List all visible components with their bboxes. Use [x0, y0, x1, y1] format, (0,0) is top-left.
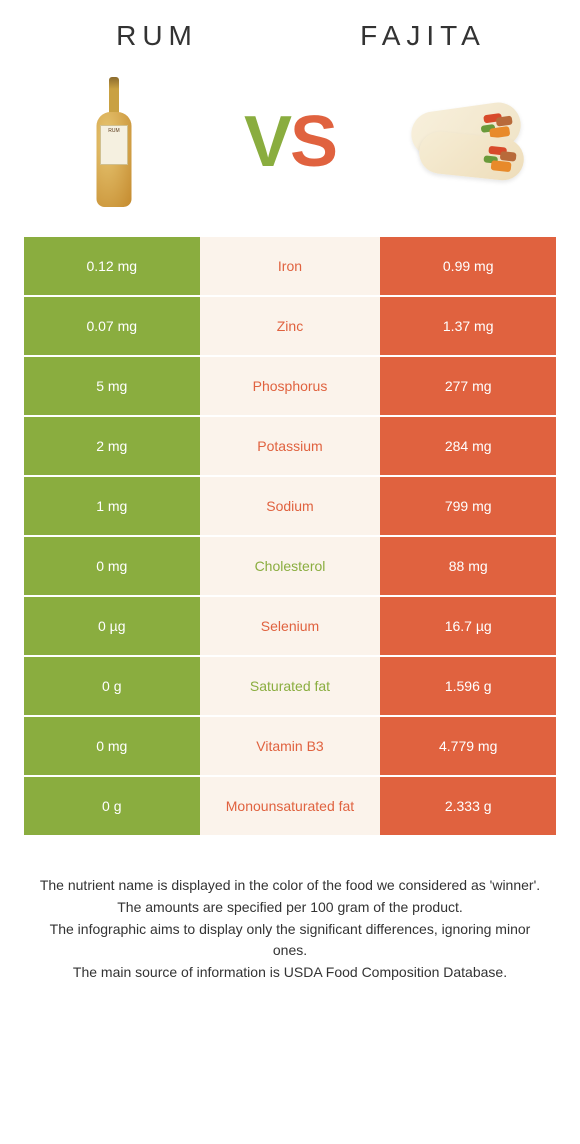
- table-row: 0 gSaturated fat1.596 g: [24, 657, 556, 715]
- left-value: 0.07 mg: [24, 297, 200, 355]
- right-food-image: [396, 72, 536, 212]
- left-value: 2 mg: [24, 417, 200, 475]
- right-value: 0.99 mg: [380, 237, 556, 295]
- right-value: 4.779 mg: [380, 717, 556, 775]
- table-row: 0 mgVitamin B34.779 mg: [24, 717, 556, 775]
- nutrient-name: Saturated fat: [200, 657, 381, 715]
- left-value: 0.12 mg: [24, 237, 200, 295]
- nutrient-name: Phosphorus: [200, 357, 381, 415]
- right-value: 277 mg: [380, 357, 556, 415]
- table-row: 0.12 mgIron0.99 mg: [24, 237, 556, 295]
- nutrient-name: Zinc: [200, 297, 381, 355]
- left-value: 5 mg: [24, 357, 200, 415]
- left-value: 1 mg: [24, 477, 200, 535]
- left-food-image: RUM: [44, 72, 184, 212]
- nutrient-name: Sodium: [200, 477, 381, 535]
- fajita-icon: [401, 97, 531, 187]
- right-value: 1.37 mg: [380, 297, 556, 355]
- table-row: 0 mgCholesterol88 mg: [24, 537, 556, 595]
- table-row: 2 mgPotassium284 mg: [24, 417, 556, 475]
- table-row: 0.07 mgZinc1.37 mg: [24, 297, 556, 355]
- left-value: 0 mg: [24, 537, 200, 595]
- left-food-title: Rum: [24, 20, 290, 52]
- right-value: 2.333 g: [380, 777, 556, 835]
- nutrient-name: Potassium: [200, 417, 381, 475]
- bottle-label: RUM: [100, 125, 128, 165]
- footer-line: The amounts are specified per 100 gram o…: [34, 897, 546, 918]
- right-value: 16.7 µg: [380, 597, 556, 655]
- header: Rum Fajita: [24, 20, 556, 52]
- left-value: 0 mg: [24, 717, 200, 775]
- rum-bottle-icon: RUM: [97, 77, 132, 207]
- images-row: RUM VS: [24, 67, 556, 237]
- left-value: 0 g: [24, 657, 200, 715]
- left-value: 0 µg: [24, 597, 200, 655]
- vs-v: V: [244, 102, 290, 182]
- nutrient-name: Selenium: [200, 597, 381, 655]
- footer-line: The main source of information is USDA F…: [34, 962, 546, 983]
- table-row: 1 mgSodium799 mg: [24, 477, 556, 535]
- footer-notes: The nutrient name is displayed in the co…: [24, 875, 556, 983]
- table-row: 0 µgSelenium16.7 µg: [24, 597, 556, 655]
- right-value: 799 mg: [380, 477, 556, 535]
- right-food-title: Fajita: [290, 20, 556, 52]
- vs-label: VS: [244, 101, 336, 183]
- table-row: 5 mgPhosphorus277 mg: [24, 357, 556, 415]
- right-value: 284 mg: [380, 417, 556, 475]
- nutrient-name: Vitamin B3: [200, 717, 381, 775]
- vs-s: S: [290, 102, 336, 182]
- nutrient-name: Iron: [200, 237, 381, 295]
- nutrient-name: Monounsaturated fat: [200, 777, 381, 835]
- right-value: 1.596 g: [380, 657, 556, 715]
- nutrient-name: Cholesterol: [200, 537, 381, 595]
- right-value: 88 mg: [380, 537, 556, 595]
- footer-line: The infographic aims to display only the…: [34, 919, 546, 961]
- comparison-table: 0.12 mgIron0.99 mg0.07 mgZinc1.37 mg5 mg…: [24, 237, 556, 835]
- table-row: 0 gMonounsaturated fat2.333 g: [24, 777, 556, 835]
- left-value: 0 g: [24, 777, 200, 835]
- footer-line: The nutrient name is displayed in the co…: [34, 875, 546, 896]
